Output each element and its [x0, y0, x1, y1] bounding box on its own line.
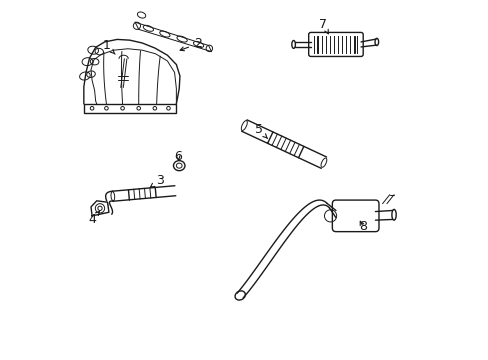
Polygon shape	[128, 188, 156, 200]
Text: 8: 8	[358, 220, 366, 233]
Text: 6: 6	[174, 150, 182, 163]
Polygon shape	[91, 201, 109, 216]
Text: 2: 2	[180, 37, 202, 51]
FancyBboxPatch shape	[83, 104, 176, 113]
Text: 4: 4	[88, 211, 99, 226]
Text: 1: 1	[102, 39, 115, 54]
Text: 7: 7	[319, 18, 327, 34]
Text: 5: 5	[254, 123, 267, 139]
FancyBboxPatch shape	[308, 32, 363, 57]
FancyBboxPatch shape	[332, 200, 378, 231]
Polygon shape	[267, 132, 303, 158]
Text: 3: 3	[150, 174, 164, 187]
